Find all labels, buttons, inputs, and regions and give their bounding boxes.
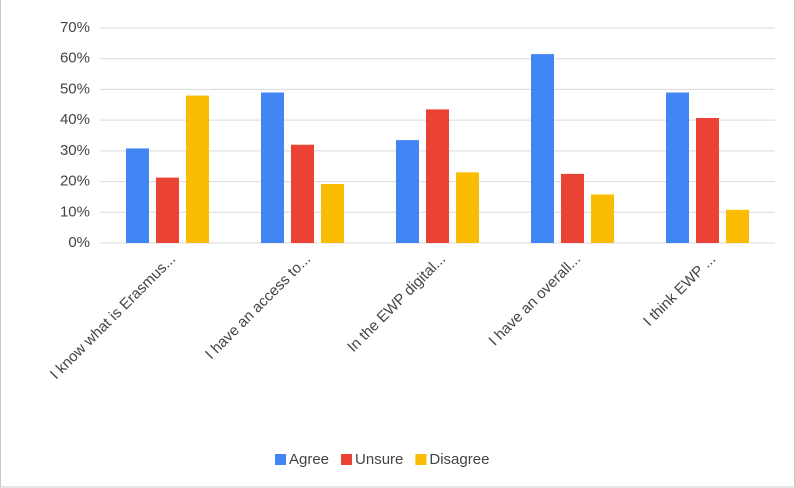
y-tick-label: 20% — [60, 173, 90, 190]
bar — [591, 194, 614, 243]
bar — [726, 209, 749, 243]
legend-swatch — [275, 454, 286, 465]
y-tick-label: 0% — [68, 234, 90, 251]
bar — [186, 95, 209, 243]
y-tick-label: 70% — [60, 19, 90, 36]
y-tick-label: 60% — [60, 50, 90, 67]
bar — [531, 54, 554, 243]
bar — [321, 184, 344, 243]
bar — [156, 177, 179, 243]
legend-label: Agree — [289, 451, 329, 468]
bar — [291, 144, 314, 243]
legend-label: Unsure — [355, 451, 403, 468]
y-tick-label: 30% — [60, 142, 90, 159]
bar — [456, 172, 479, 243]
bar — [126, 148, 149, 243]
bar — [561, 173, 584, 243]
y-tick-label: 40% — [60, 111, 90, 128]
legend-label: Disagree — [429, 451, 489, 468]
y-tick-label: 50% — [60, 80, 90, 97]
legend-swatch — [341, 454, 353, 465]
bar — [261, 92, 284, 243]
legend-swatch — [415, 454, 427, 465]
bar — [696, 117, 719, 243]
bar — [426, 109, 449, 244]
bar — [396, 140, 419, 243]
bar — [666, 92, 689, 243]
y-tick-label: 10% — [60, 203, 90, 220]
